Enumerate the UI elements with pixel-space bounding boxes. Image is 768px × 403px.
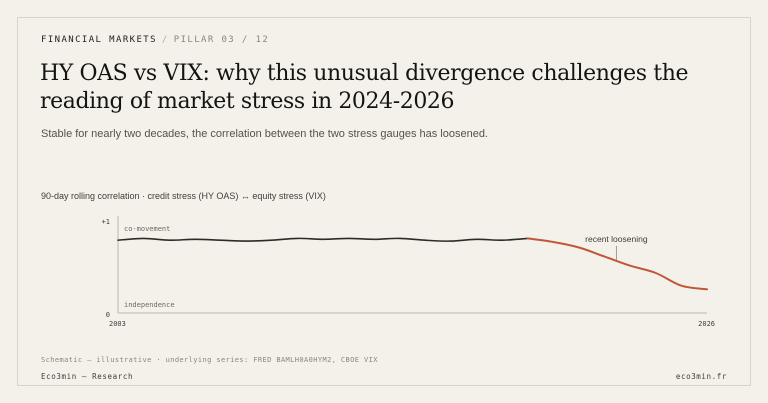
- breadcrumb-separator: /: [161, 35, 169, 45]
- region-label-independence: independence: [124, 301, 175, 309]
- footer-brand: Eco3min — Research: [41, 372, 134, 381]
- footer-site-link[interactable]: eco3min.fr: [675, 372, 727, 381]
- y-tick-label: 0: [106, 311, 110, 319]
- card-frame: [17, 17, 751, 386]
- source-footnote: Schematic — illustrative · underlying se…: [41, 356, 378, 364]
- y-tick-label: +1: [102, 218, 110, 226]
- x-tick-label: 2026: [698, 320, 715, 328]
- pillar-label: PILLAR 03 / 12: [173, 35, 270, 45]
- section-label[interactable]: FINANCIAL MARKETS: [41, 35, 157, 45]
- region-label-co-movement: co-movement: [124, 225, 170, 233]
- subtitle: Stable for nearly two decades, the corre…: [41, 128, 488, 140]
- series-line-stable: [117, 237, 529, 242]
- annotation-label: recent loosening: [585, 234, 648, 244]
- page-title: HY OAS vs VIX: why this unusual divergen…: [40, 61, 689, 114]
- chart-annotation: recent loosening: [585, 234, 648, 260]
- breadcrumb: FINANCIAL MARKETS / PILLAR 03 / 12: [41, 35, 269, 45]
- chart-caption: 90-day rolling correlation · credit stre…: [41, 191, 326, 201]
- chart-lines: [117, 237, 708, 291]
- series-line-divergence: [526, 237, 708, 291]
- x-tick-label: 2003: [109, 320, 126, 328]
- chart-axes: [117, 216, 707, 314]
